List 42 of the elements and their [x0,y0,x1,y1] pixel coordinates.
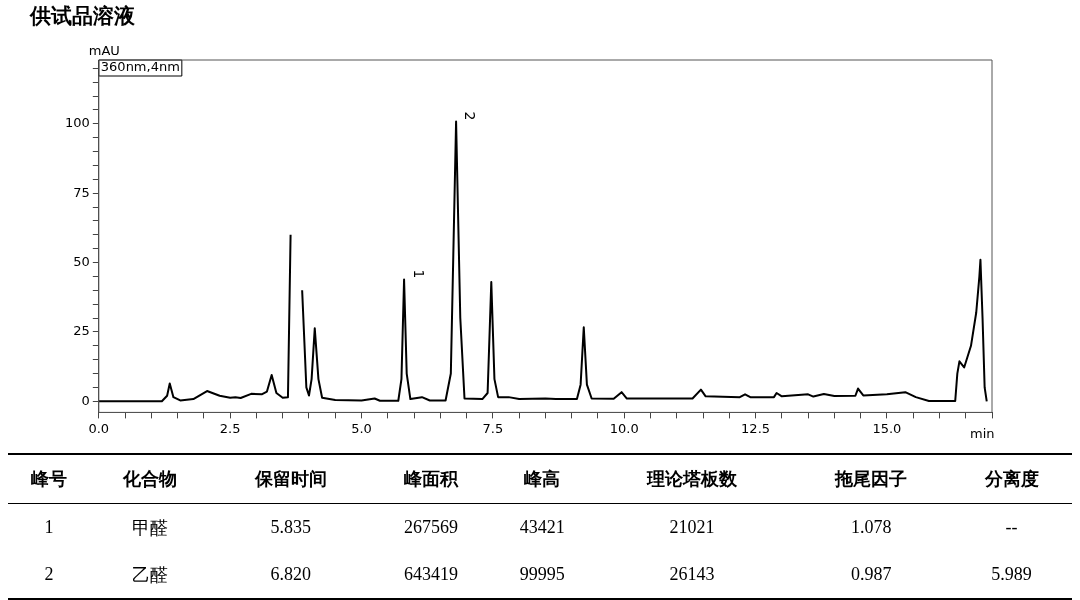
y-tick-label: 25 [73,323,90,339]
text: 0.987 [850,563,893,586]
x-tick-label: 0.0 [88,420,110,436]
text: 99995 [518,563,566,586]
text: 乙醛 [131,563,170,587]
category-label: 保留时间 [210,454,371,504]
category-label: 化合物 [90,454,211,504]
chart-title: 供试品溶液 [30,3,135,30]
text: 甲醛 [131,516,170,540]
annotation: 2 [462,111,479,121]
x-axis-title: min [970,426,995,442]
text: 21021 [668,516,716,539]
y-tick-label: 75 [73,184,90,200]
annotation: 1 [410,269,427,279]
text: 26143 [668,563,716,586]
text: 643419 [403,563,459,586]
category-label: 峰面积 [370,454,492,504]
text: 1.078 [850,516,893,539]
x-tick-label: 10.0 [609,420,639,436]
text: 43421 [518,516,566,539]
text: 267569 [403,516,459,539]
annotation: 360nm,4nm [100,59,180,75]
category-label: 峰号 [8,454,90,504]
category-label: 理论塔板数 [592,454,792,504]
text: 5.989 [990,563,1033,586]
x-tick-label: 7.5 [482,420,504,436]
x-tick-label: 15.0 [872,420,902,436]
category-label: 峰高 [491,454,593,504]
y-tick-label: 50 [73,253,90,269]
x-tick-label: 5.0 [351,420,372,436]
y-tick-label: 100 [64,115,90,131]
x-tick-label: 12.5 [741,420,771,436]
category-label: 拖尾因子 [791,454,952,504]
y-tick-label: 0 [81,392,90,408]
y-axis-title: mAU [88,42,120,58]
text: 2 [43,563,55,586]
text: 6.820 [269,563,312,586]
text: 1 [43,516,55,539]
text: -- [1004,516,1019,539]
category-label: 分离度 [951,454,1072,504]
text: 5.835 [269,516,312,539]
x-tick-label: 2.5 [219,420,241,436]
